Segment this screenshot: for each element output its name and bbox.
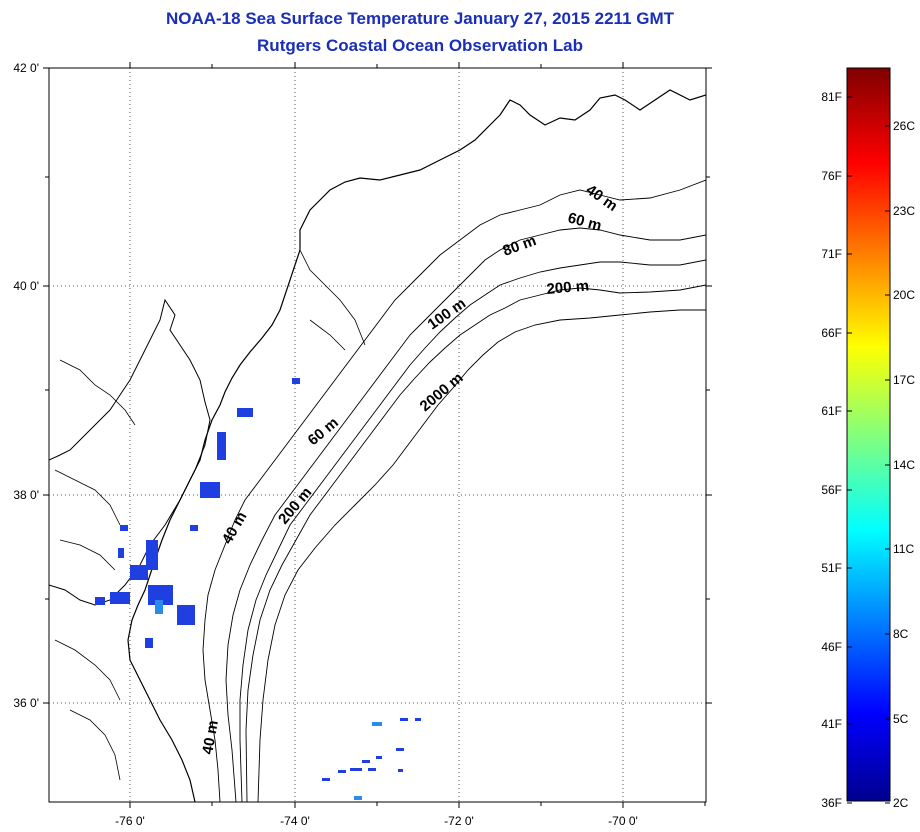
colorbar-f-label: 76F xyxy=(821,169,842,183)
depth-label-200m-ne: 200 m xyxy=(546,277,590,298)
colorbar-c-label: 11C xyxy=(893,542,914,556)
colorbar-f-label: 56F xyxy=(821,483,842,497)
colorbar-f-label: 71F xyxy=(821,247,842,261)
lon-label-72: -72 0' xyxy=(444,814,474,828)
longitude-labels: -76 0' -74 0' -72 0' -70 0' xyxy=(115,814,638,828)
colorbar-c-label: 2C xyxy=(893,796,909,810)
lat-label-36: 36 0' xyxy=(13,696,39,710)
map-frame xyxy=(48,67,707,803)
chart-subtitle: Rutgers Coastal Ocean Observation Lab xyxy=(257,36,583,55)
coastline xyxy=(127,89,706,802)
latitude-labels: 42 0' 40 0' 38 0' 36 0' xyxy=(13,61,39,710)
colorbar-f-label: 51F xyxy=(821,561,842,575)
colorbar-ticks xyxy=(847,96,890,804)
sst-patches xyxy=(95,378,421,800)
colorbar-c-label: 26C xyxy=(893,119,915,133)
depth-label-40m-south: 40 m xyxy=(199,719,222,756)
chart-title: NOAA-18 Sea Surface Temperature January … xyxy=(165,9,675,28)
colorbar-f-label: 46F xyxy=(821,640,842,654)
colorbar-c-label: 14C xyxy=(893,458,915,472)
bathymetry-contours xyxy=(202,179,706,802)
frame-ticks xyxy=(43,62,712,808)
colorbar-f-label: 41F xyxy=(821,717,842,731)
lat-label-38: 38 0' xyxy=(13,488,39,502)
colorbar-f-label: 36F xyxy=(821,796,842,810)
lon-label-74: -74 0' xyxy=(280,814,310,828)
coast-inland-detail xyxy=(54,249,366,781)
colorbar-c-label: 5C xyxy=(893,712,909,726)
graticule xyxy=(49,68,706,802)
colorbar xyxy=(846,67,891,802)
colorbar-c-label: 20C xyxy=(893,288,915,302)
lat-label-42: 42 0' xyxy=(13,61,39,75)
lat-label-40: 40 0' xyxy=(13,279,39,293)
lon-label-70: -70 0' xyxy=(608,814,638,828)
colorbar-c-label: 23C xyxy=(893,204,915,218)
colorbar-c-label: 17C xyxy=(893,373,915,387)
bay-coast xyxy=(49,298,211,606)
colorbar-celsius-labels: 26C 23C 20C 17C 14C 11C 8C 5C 2C xyxy=(893,119,915,810)
colorbar-f-label: 61F xyxy=(821,404,842,418)
colorbar-f-label: 81F xyxy=(821,90,842,104)
colorbar-fahrenheit-labels: 81F 76F 71F 66F 61F 56F 51F 46F 41F 36F xyxy=(821,90,842,810)
lon-label-76: -76 0' xyxy=(115,814,145,828)
colorbar-f-label: 66F xyxy=(821,326,842,340)
colorbar-c-label: 8C xyxy=(893,627,909,641)
